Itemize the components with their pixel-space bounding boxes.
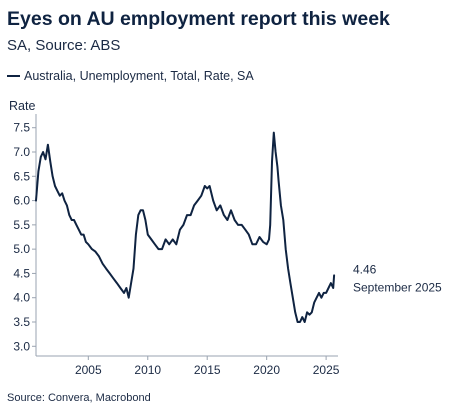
y-tick-label: 5.0 xyxy=(13,242,30,256)
y-tick-label: 4.0 xyxy=(13,291,30,305)
chart-subtitle: SA, Source: ABS xyxy=(7,37,121,54)
y-tick-label: 6.0 xyxy=(13,194,30,208)
latest-date-label: September 2025 xyxy=(353,280,442,294)
x-tick-label: 2015 xyxy=(194,363,221,377)
x-tick-label: 2025 xyxy=(313,363,340,377)
legend: Australia, Unemployment, Total, Rate, SA xyxy=(7,69,254,83)
x-tick-label: 2010 xyxy=(134,363,161,377)
legend-swatch xyxy=(7,74,20,78)
latest-value-label: 4.46 xyxy=(353,262,377,276)
chart-title: Eyes on AU employment report this week xyxy=(7,8,390,30)
y-axis-label: Rate xyxy=(9,99,35,113)
series-line-unemployment xyxy=(35,131,336,323)
legend-label: Australia, Unemployment, Total, Rate, SA xyxy=(24,69,254,83)
y-tick-label: 6.5 xyxy=(13,169,30,183)
y-tick-label: 7.5 xyxy=(13,121,30,135)
y-tick-label: 4.5 xyxy=(13,266,30,280)
y-tick-label: 3.0 xyxy=(13,339,30,353)
x-tick-label: 2020 xyxy=(253,363,280,377)
y-tick-label: 7.0 xyxy=(13,145,30,159)
source-note: Source: Convera, Macrobond xyxy=(7,392,151,404)
y-tick-label: 3.5 xyxy=(13,315,30,329)
y-tick-label: 5.5 xyxy=(13,218,30,232)
x-tick-label: 2005 xyxy=(75,363,102,377)
